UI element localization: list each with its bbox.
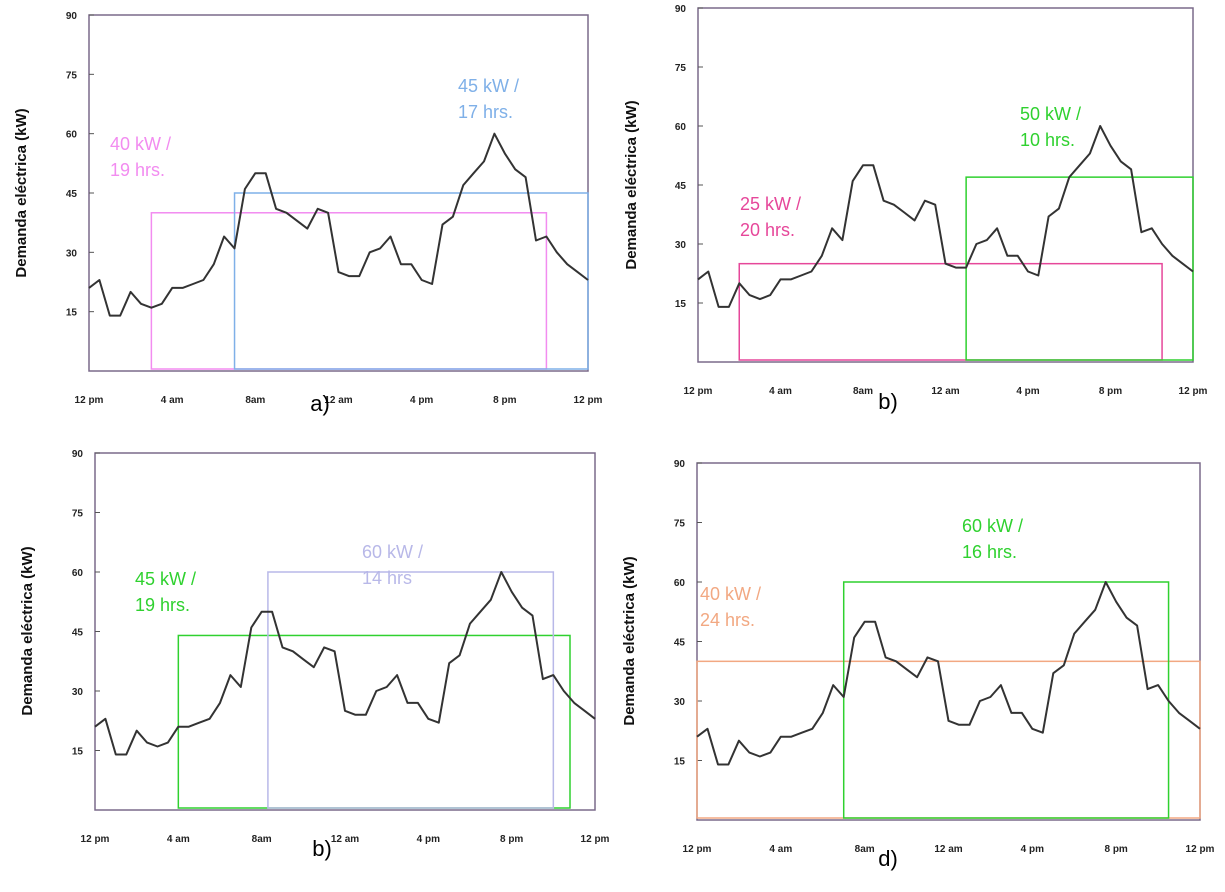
y-tick-label: 45: [72, 628, 84, 639]
x-tick-label: 8 pm: [493, 395, 516, 406]
x-tick-label: 12 pm: [1186, 844, 1215, 855]
x-tick-label: 8am: [855, 844, 875, 855]
x-tick-label: 12 pm: [581, 834, 610, 845]
y-tick-label: 60: [72, 568, 84, 579]
panel-caption: a): [310, 391, 330, 416]
x-tick-label: 12 am: [934, 844, 962, 855]
y-tick-label: 90: [72, 449, 84, 460]
region-label-line2: 19 hrs.: [135, 595, 190, 615]
y-tick-label: 60: [674, 578, 686, 589]
x-tick-label: 12 pm: [684, 386, 713, 397]
y-tick-label: 15: [72, 747, 84, 758]
plot-frame: [94, 452, 596, 811]
y-tick-label: 75: [674, 519, 686, 530]
y-tick-label: 90: [66, 11, 78, 22]
region-rect-1: [696, 660, 1201, 819]
y-tick-label: 90: [675, 4, 687, 15]
region-label-line1: 45 kW /: [458, 76, 519, 96]
x-tick-label: 8am: [252, 834, 272, 845]
y-tick-label: 30: [674, 697, 686, 708]
y-tick-label: 30: [66, 248, 78, 259]
x-tick-label: 8am: [853, 386, 873, 397]
y-tick-label: 15: [675, 299, 687, 310]
region-label-line1: 50 kW /: [1020, 104, 1081, 124]
x-tick-label: 12 pm: [81, 834, 110, 845]
x-tick-label: 8 pm: [1104, 844, 1127, 855]
panel-caption: b): [878, 389, 898, 414]
y-axis-label: Demanda eléctrica (kW): [623, 100, 640, 269]
plot-frame: [697, 7, 1194, 363]
chart-panel-3: 15 30 45 60 75 90 12 pm 4 am 8am 12 am 4 pm 8 pm 12 …: [19, 449, 610, 861]
chart-panel-2: 15 30 45 60 75 90 12 pm 4 am 8am 12 am 4 pm 8 pm 12 …: [623, 4, 1208, 414]
x-tick-label: 4 am: [161, 395, 184, 406]
region-label-line2: 24 hrs.: [700, 610, 755, 630]
region-label-line2: 16 hrs.: [962, 542, 1017, 562]
y-tick-label: 45: [675, 181, 687, 192]
y-axis-label: Demanda eléctrica (kW): [19, 546, 36, 715]
region-rect-1: [177, 634, 571, 809]
region-rect-1: [150, 212, 548, 370]
x-tick-label: 12 pm: [75, 395, 104, 406]
region-label-line2: 17 hrs.: [458, 102, 513, 122]
x-tick-label: 4 pm: [417, 834, 440, 845]
y-axis-label: Demanda eléctrica (kW): [621, 556, 638, 725]
region-label-line2: 19 hrs.: [110, 160, 165, 180]
panel-caption: b): [312, 836, 332, 861]
x-tick-label: 8 pm: [500, 834, 523, 845]
x-tick-label: 12 am: [324, 395, 352, 406]
x-tick-label: 4 pm: [1016, 386, 1039, 397]
region-label-line2: 14 hrs: [362, 568, 412, 588]
panel-caption: d): [878, 846, 898, 871]
y-tick-label: 60: [66, 130, 78, 141]
region-rect-2: [233, 192, 589, 370]
region-label-line2: 20 hrs.: [740, 220, 795, 240]
plot-frame: [696, 462, 1201, 821]
region-label-line2: 10 hrs.: [1020, 130, 1075, 150]
region-rect-1: [738, 262, 1163, 361]
demand-line: [697, 125, 1194, 308]
x-tick-label: 12 pm: [1179, 386, 1208, 397]
x-tick-label: 12 pm: [683, 844, 712, 855]
x-tick-label: 4 am: [167, 834, 190, 845]
region-rect-2: [267, 571, 555, 809]
x-tick-label: 4 pm: [410, 395, 433, 406]
x-tick-label: 12 am: [931, 386, 959, 397]
region-label-line1: 45 kW /: [135, 569, 196, 589]
y-tick-label: 45: [674, 638, 686, 649]
chart-panel-4: 15 30 45 60 75 90 12 pm 4 am 8am 12 am 4 pm 8 pm 12 …: [621, 459, 1215, 871]
region-label-line1: 60 kW /: [962, 516, 1023, 536]
x-tick-label: 12 pm: [574, 395, 603, 406]
x-tick-label: 8 pm: [1099, 386, 1122, 397]
y-tick-label: 60: [675, 122, 687, 133]
y-tick-label: 75: [66, 70, 78, 81]
region-label-line1: 40 kW /: [700, 584, 761, 604]
y-tick-label: 75: [72, 509, 84, 520]
region-label-line1: 60 kW /: [362, 542, 423, 562]
y-tick-label: 45: [66, 189, 78, 200]
y-tick-label: 30: [675, 240, 687, 251]
demand-line: [696, 581, 1201, 766]
x-tick-label: 4 am: [769, 844, 792, 855]
y-tick-label: 15: [674, 757, 686, 768]
y-tick-label: 90: [674, 459, 686, 470]
x-tick-label: 12 am: [331, 834, 359, 845]
y-tick-label: 15: [66, 308, 78, 319]
y-tick-label: 75: [675, 63, 687, 74]
y-axis-label: Demanda eléctrica (kW): [13, 108, 30, 277]
x-tick-label: 4 am: [769, 386, 792, 397]
demand-line: [88, 132, 589, 317]
demand-line: [94, 571, 596, 756]
chart-panel-1: 15 30 45 60 75 90 12 pm 4 am 8am 12 am 4 pm 8 pm 12 …: [13, 11, 603, 416]
x-tick-label: 8am: [245, 395, 265, 406]
region-rect-2: [965, 176, 1194, 361]
region-label-line1: 40 kW /: [110, 134, 171, 154]
region-label-line1: 25 kW /: [740, 194, 801, 214]
x-tick-label: 4 pm: [1021, 844, 1044, 855]
y-tick-label: 30: [72, 687, 84, 698]
